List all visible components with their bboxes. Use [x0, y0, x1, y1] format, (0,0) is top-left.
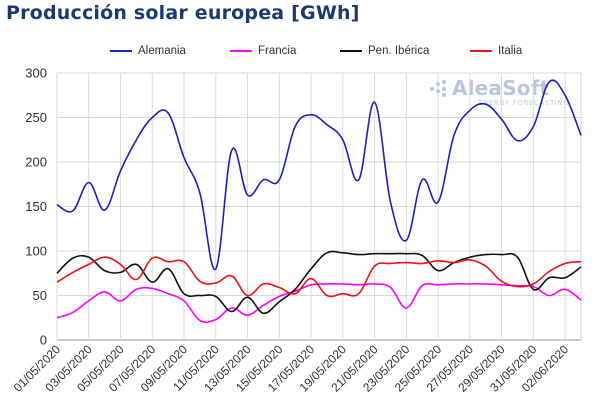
legend-label-italia: Italia — [498, 45, 523, 57]
legend-swatch-francia — [230, 50, 252, 52]
series-line-francia — [56, 282, 582, 324]
logo-sub-text: ENERGY FORECASTING — [478, 99, 570, 107]
legend: Alemania Francia Pen. Ibérica Italia — [0, 42, 600, 60]
y-axis-ticks: 0 50 100 150 200 250 300 — [25, 66, 47, 348]
legend-swatch-alemania — [110, 50, 132, 52]
legend-item-alemania: Alemania — [110, 42, 186, 60]
series-line-pen-ib-rica — [56, 250, 582, 315]
y-tick-label: 150 — [25, 199, 47, 214]
legend-swatch-pen-iberica — [340, 50, 362, 52]
legend-item-francia: Francia — [230, 42, 296, 60]
legend-swatch-italia — [470, 50, 492, 52]
y-tick-label: 200 — [25, 155, 47, 170]
chart-title: Producción solar europea [GWh] — [6, 2, 360, 24]
legend-item-pen-iberica: Pen. Ibérica — [340, 42, 429, 60]
grid-lines — [56, 72, 582, 341]
x-axis-ticks: 01/05/202003/05/202005/05/202007/05/2020… — [11, 342, 572, 395]
y-tick-label: 50 — [33, 288, 47, 303]
series-lines — [56, 79, 582, 324]
series-line-alemania — [56, 79, 582, 270]
legend-label-pen-iberica: Pen. Ibérica — [368, 45, 430, 57]
y-tick-label: 100 — [25, 244, 47, 259]
series-line-italia — [56, 256, 582, 298]
y-tick-label: 300 — [25, 66, 47, 81]
legend-label-francia: Francia — [258, 45, 297, 57]
y-tick-label: 250 — [25, 110, 47, 125]
legend-item-italia: Italia — [470, 42, 522, 60]
y-tick-label: 0 — [40, 333, 47, 348]
legend-label-alemania: Alemania — [138, 45, 186, 57]
